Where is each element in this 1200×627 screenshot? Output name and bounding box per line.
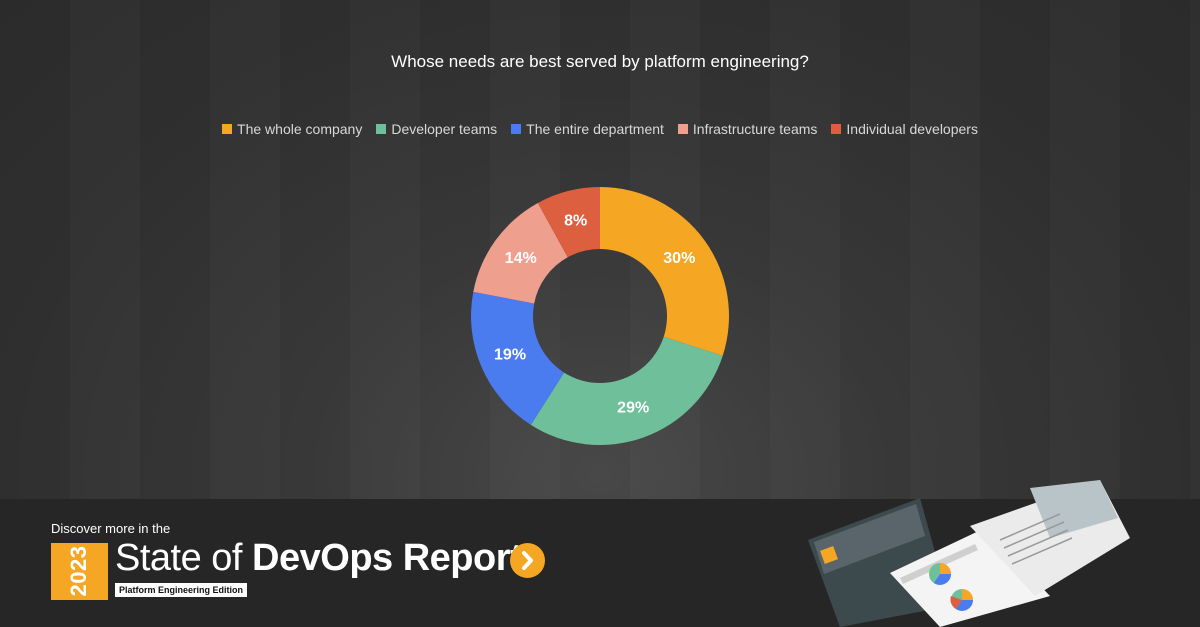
chart-legend: The whole company Developer teams The enti… [0,121,1200,137]
report-title[interactable]: State of DevOps Report [115,537,523,580]
legend-swatch [222,124,233,134]
chart-panel: Whose needs are best served by platform … [0,0,1200,499]
legend-label: The whole company [237,121,363,137]
year-text: 2023 [66,545,91,597]
slice-label: 19% [494,346,526,363]
legend-item: Developer teams [376,121,497,137]
legend-swatch [677,124,688,134]
chevron-right-icon [522,551,533,570]
edition-badge: Platform Engineering Edition [115,583,248,597]
year-badge: 2023 [51,543,108,600]
donut-slice [530,336,723,445]
donut-slice [471,291,565,425]
slice-label: 14% [505,250,537,267]
legend-item: The entire department [511,121,664,137]
report-title-light: State of [115,537,242,579]
report-title-bold: DevOps Report [252,537,523,579]
donut-slice [537,187,600,258]
slice-label: 8% [564,213,587,230]
legend-swatch [376,124,387,134]
legend-label: Infrastructure teams [692,121,818,137]
donut-slice [473,202,568,304]
legend-item: Individual developers [831,121,978,137]
donut-slice [600,186,729,356]
report-book-image [808,480,1130,627]
slice-label: 30% [663,250,695,267]
legend-swatch [831,124,842,134]
go-button[interactable] [510,543,545,578]
discover-text: Discover more in the [51,521,171,536]
slice-label: 29% [617,400,649,417]
legend-label: Developer teams [391,121,498,137]
legend-swatch [511,124,522,134]
chart-title: Whose needs are best served by platform … [391,52,809,71]
legend-label: The entire department [526,121,664,137]
legend-item: Infrastructure teams [677,121,818,137]
legend-item: The whole company [222,121,362,137]
donut-chart: 30% 29% 19% 14% 8% [471,186,729,445]
legend-label: Individual developers [846,121,978,137]
